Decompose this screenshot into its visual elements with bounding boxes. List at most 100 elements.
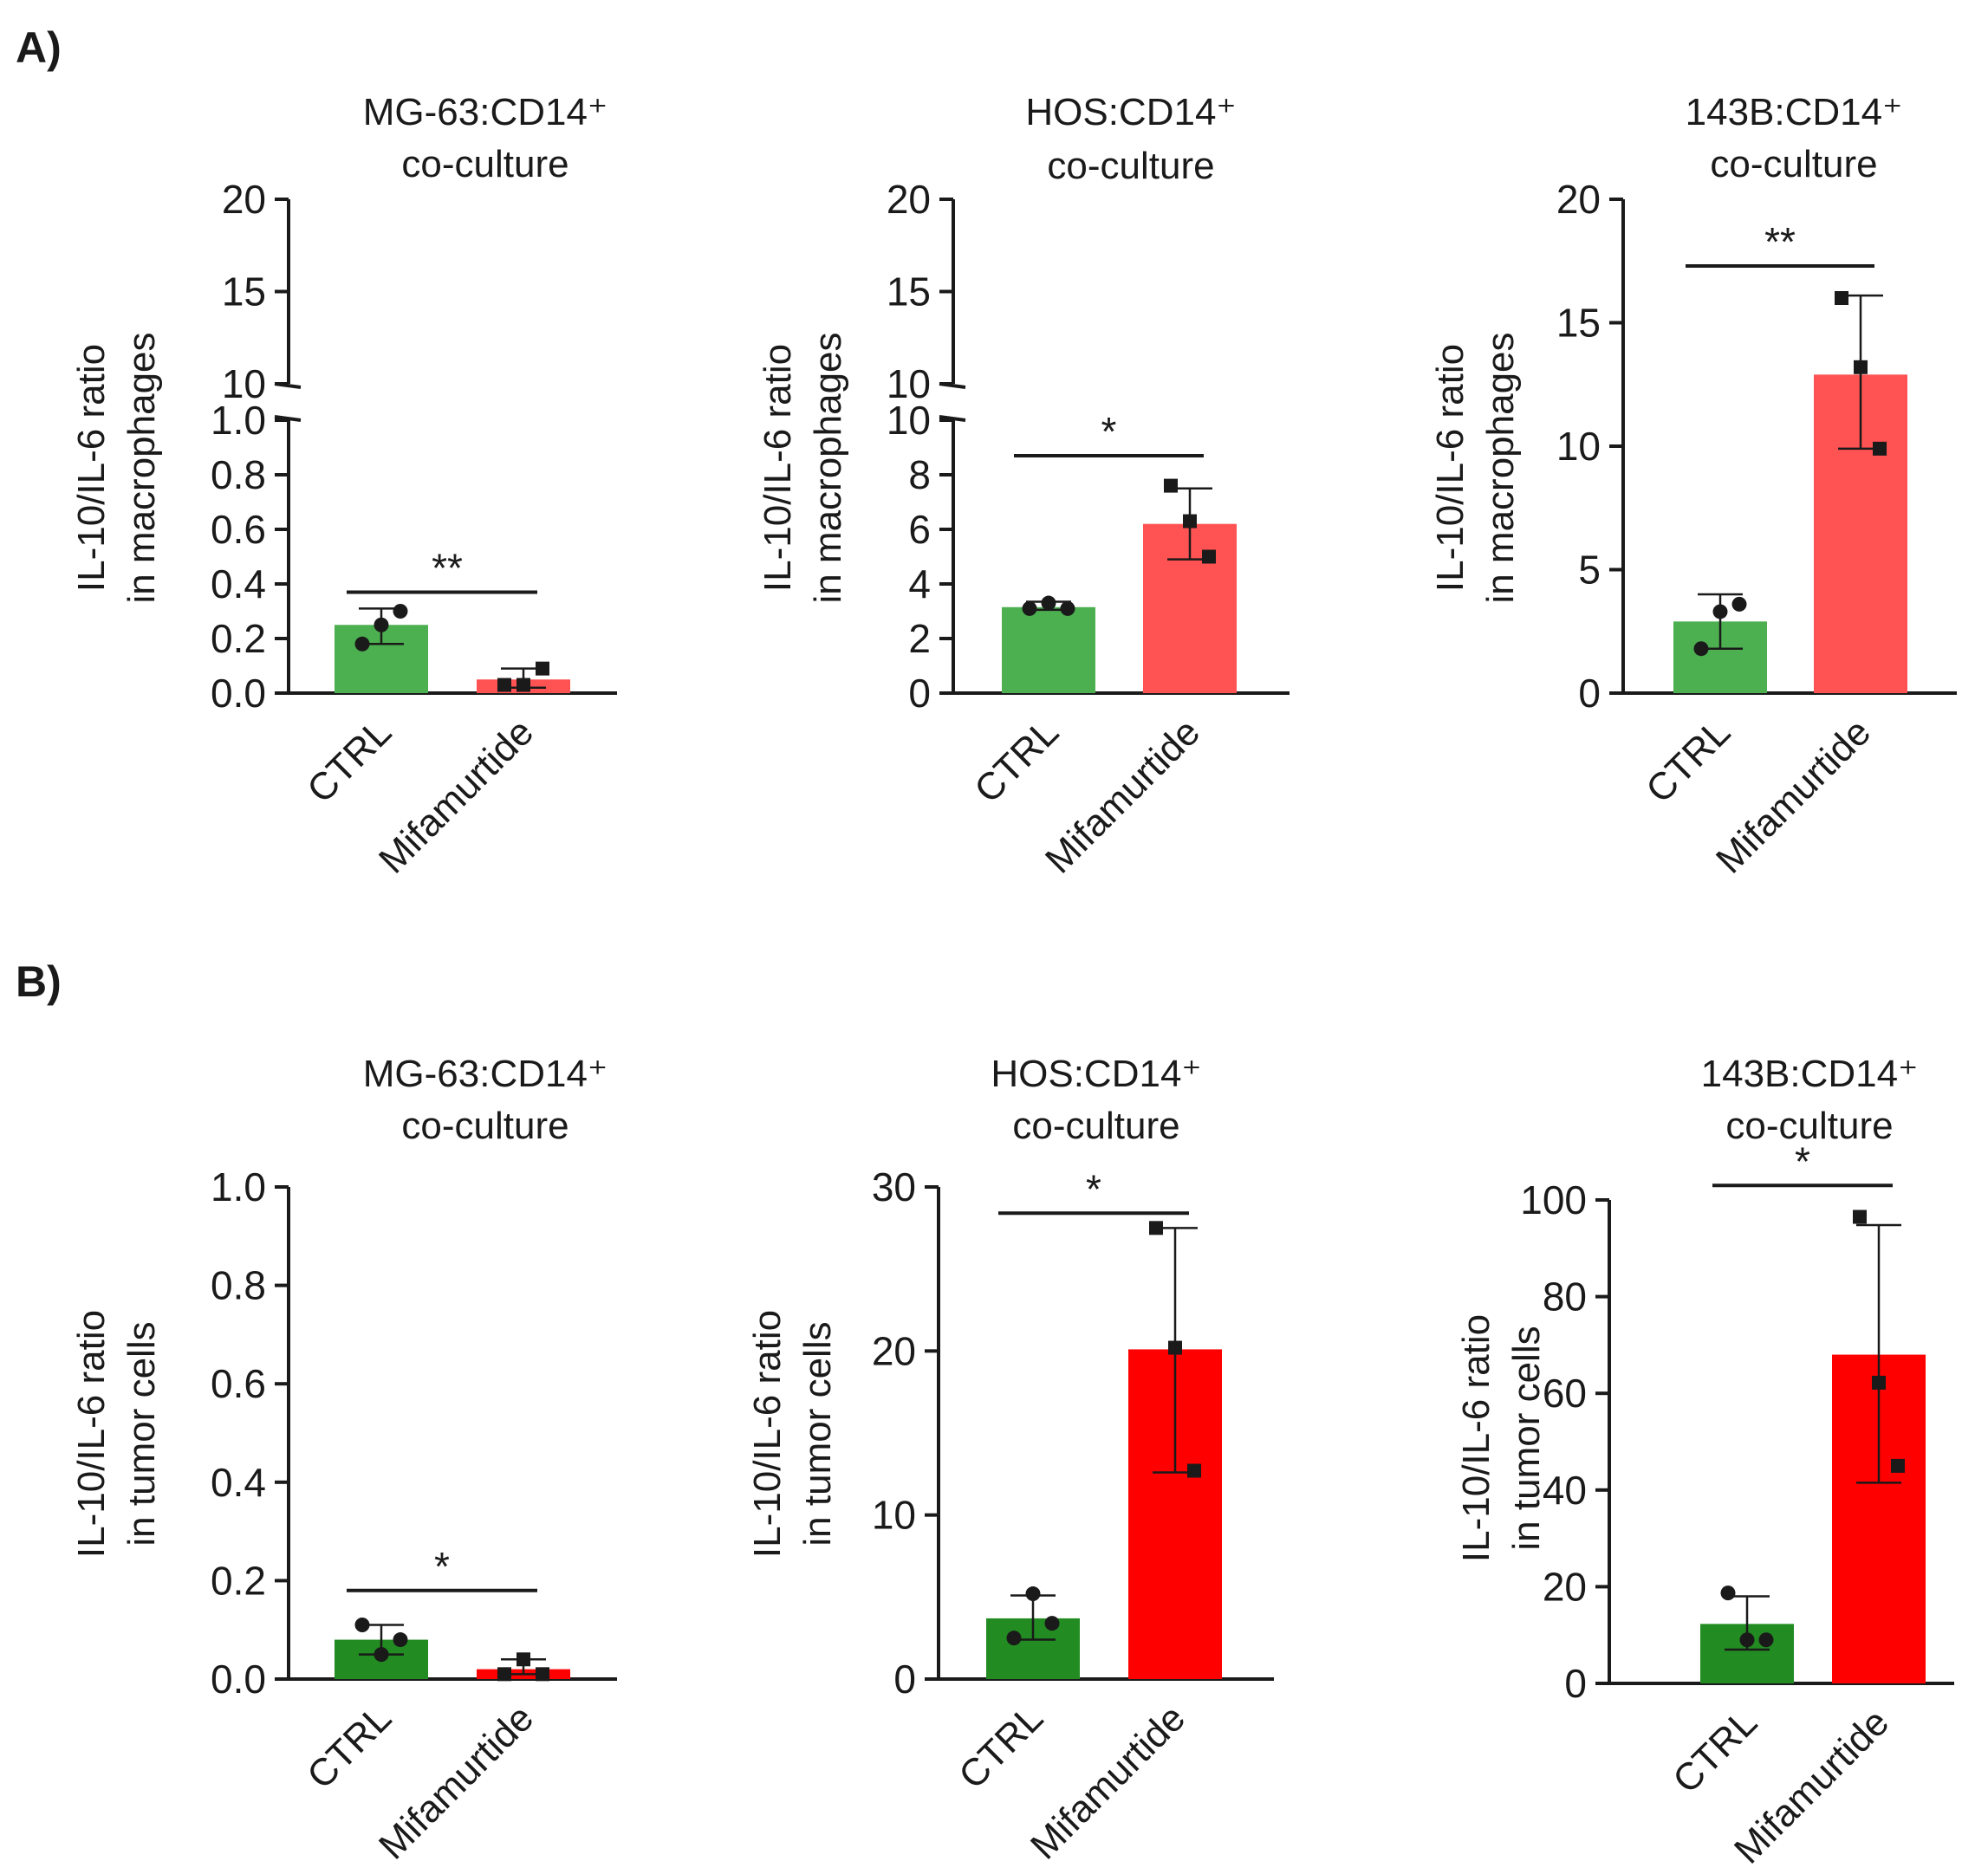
data-point-ctrl — [1731, 596, 1747, 612]
y-upper-tick-label-0: 10 — [222, 361, 266, 406]
y-tick-label-0: 0 — [1578, 671, 1601, 716]
y-lower-tick-label-4: 0.8 — [211, 452, 266, 497]
y-tick-label-1: 0.2 — [211, 1558, 266, 1603]
data-point-mifamurtide — [1835, 291, 1848, 305]
y-tick-label-2: 0.4 — [211, 1460, 266, 1505]
category-label-ctrl: CTRL — [1665, 1701, 1765, 1801]
data-point-ctrl — [1006, 1631, 1022, 1646]
y-lower-tick-label-2: 4 — [908, 561, 931, 606]
y-tick-label-3: 60 — [1543, 1371, 1587, 1416]
y-axis-label-line-1: IL-10/IL-6 ratio — [1429, 344, 1472, 592]
y-lower-tick-label-0: 0.0 — [211, 671, 266, 716]
data-point-ctrl — [1720, 1585, 1736, 1601]
y-lower-tick-label-1: 0.2 — [211, 616, 266, 661]
data-point-mifamurtide — [536, 661, 549, 676]
chart-title-line-1: MG-63:CD14⁺ — [363, 91, 607, 133]
y-lower-tick-label-4: 8 — [908, 452, 931, 497]
data-point-ctrl — [1739, 1632, 1755, 1648]
category-label-mifamurtide: Mifamurtide — [371, 710, 542, 881]
data-point-mifamurtide — [1853, 1209, 1867, 1224]
chart-title-line-2: co-culture — [1047, 145, 1214, 187]
y-lower-tick-label-1: 2 — [908, 616, 931, 661]
data-point-ctrl — [1022, 600, 1037, 616]
y-axis-label-line-1: IL-10/IL-6 ratio — [70, 1310, 113, 1558]
y-tick-label-1: 20 — [1543, 1564, 1587, 1609]
y-axis-label-line-1: IL-10/IL-6 ratio — [70, 344, 113, 592]
y-axis-label-line-2: in tumor cells — [120, 1321, 163, 1546]
y-tick-label-4: 80 — [1543, 1274, 1587, 1320]
category-label-ctrl: CTRL — [1638, 710, 1738, 811]
category-label-ctrl: CTRL — [299, 1696, 400, 1797]
data-point-mifamurtide — [1183, 514, 1197, 528]
y-tick-label-2: 10 — [1556, 424, 1601, 469]
y-tick-label-1: 10 — [872, 1493, 916, 1538]
y-lower-tick-label-2: 0.4 — [211, 561, 266, 606]
y-axis-label-line-2: in tumor cells — [796, 1321, 839, 1546]
data-point-mifamurtide — [516, 1652, 530, 1667]
data-point-mifamurtide — [1164, 478, 1178, 493]
y-axis-label-line-2: in macrophages — [1479, 332, 1522, 603]
chart-title-line-2: co-culture — [1725, 1105, 1893, 1147]
y-lower-tick-label-3: 6 — [908, 507, 931, 552]
data-point-mifamurtide — [1891, 1458, 1905, 1473]
y-axis-label-line-1: IL-10/IL-6 ratio — [757, 344, 799, 592]
significance-label: ** — [1764, 219, 1796, 264]
chart-title-line-2: co-culture — [1710, 143, 1877, 185]
data-point-ctrl — [374, 617, 389, 632]
significance-label: * — [1795, 1138, 1810, 1183]
y-tick-label-3: 0.6 — [211, 1361, 266, 1406]
data-point-mifamurtide — [1854, 360, 1868, 374]
chart-b2: HOS:CD14⁺ co-culture IL-10/IL-6 ratio in tu… — [746, 1053, 1274, 1868]
y-tick-label-1: 5 — [1578, 548, 1601, 593]
data-point-ctrl — [393, 604, 408, 619]
y-axis-label-line-1: IL-10/IL-6 ratio — [1455, 1314, 1497, 1562]
y-axis-label-line-2: in macrophages — [120, 332, 163, 603]
chart-title-line-1: 143B:CD14⁺ — [1701, 1053, 1919, 1095]
chart-title-line-1: HOS:CD14⁺ — [991, 1053, 1201, 1095]
panel-label-b: B) — [16, 957, 62, 1006]
category-label-ctrl: CTRL — [951, 1696, 1051, 1797]
data-point-mifamurtide — [1187, 1463, 1201, 1478]
data-point-mifamurtide — [516, 678, 530, 692]
data-point-mifamurtide — [536, 1667, 549, 1682]
significance-label: ** — [432, 545, 463, 590]
chart-title-line-1: 143B:CD14⁺ — [1686, 91, 1903, 133]
chart-title-line-2: co-culture — [401, 143, 568, 185]
data-point-mifamurtide — [1872, 1375, 1886, 1390]
significance-label: * — [1086, 1166, 1101, 1211]
category-label-mifamurtide: Mifamurtide — [1037, 710, 1208, 881]
y-lower-tick-label-0: 0 — [908, 671, 931, 716]
data-point-ctrl — [354, 1618, 370, 1633]
chart-a3: 143B:CD14⁺ co-culture IL-10/IL-6 ratio in m… — [1429, 91, 1957, 882]
data-point-ctrl — [1041, 595, 1056, 611]
data-point-ctrl — [354, 636, 370, 652]
category-label-ctrl: CTRL — [299, 710, 400, 811]
y-lower-tick-label-5: 10 — [887, 398, 931, 443]
y-axis-label-line-1: IL-10/IL-6 ratio — [746, 1310, 789, 1558]
y-tick-label-5: 1.0 — [211, 1164, 266, 1209]
y-tick-label-2: 40 — [1543, 1468, 1587, 1513]
y-tick-label-0: 0.0 — [211, 1657, 266, 1702]
y-axis-label-line-2: in macrophages — [807, 332, 849, 603]
category-label-ctrl: CTRL — [966, 710, 1067, 811]
y-tick-label-4: 20 — [1556, 177, 1601, 222]
data-point-mifamurtide — [1873, 441, 1887, 456]
y-lower-tick-label-3: 0.6 — [211, 507, 266, 552]
y-upper-tick-label-1: 15 — [222, 269, 266, 314]
y-axis-label-line-2: in tumor cells — [1505, 1326, 1548, 1550]
data-point-ctrl — [1025, 1586, 1041, 1602]
data-point-ctrl — [374, 1647, 389, 1663]
bar-ctrl — [1002, 606, 1095, 693]
chart-title-line-1: MG-63:CD14⁺ — [363, 1053, 607, 1095]
category-label-mifamurtide: Mifamurtide — [371, 1696, 542, 1867]
data-point-ctrl — [393, 1632, 408, 1648]
y-upper-tick-label-0: 10 — [887, 361, 931, 406]
significance-label: * — [434, 1544, 450, 1589]
chart-title-line-1: HOS:CD14⁺ — [1025, 91, 1236, 133]
y-tick-label-2: 20 — [872, 1328, 916, 1373]
significance-label: * — [1101, 409, 1117, 454]
y-tick-label-0: 0 — [1564, 1661, 1587, 1706]
y-upper-tick-label-1: 15 — [887, 269, 931, 314]
